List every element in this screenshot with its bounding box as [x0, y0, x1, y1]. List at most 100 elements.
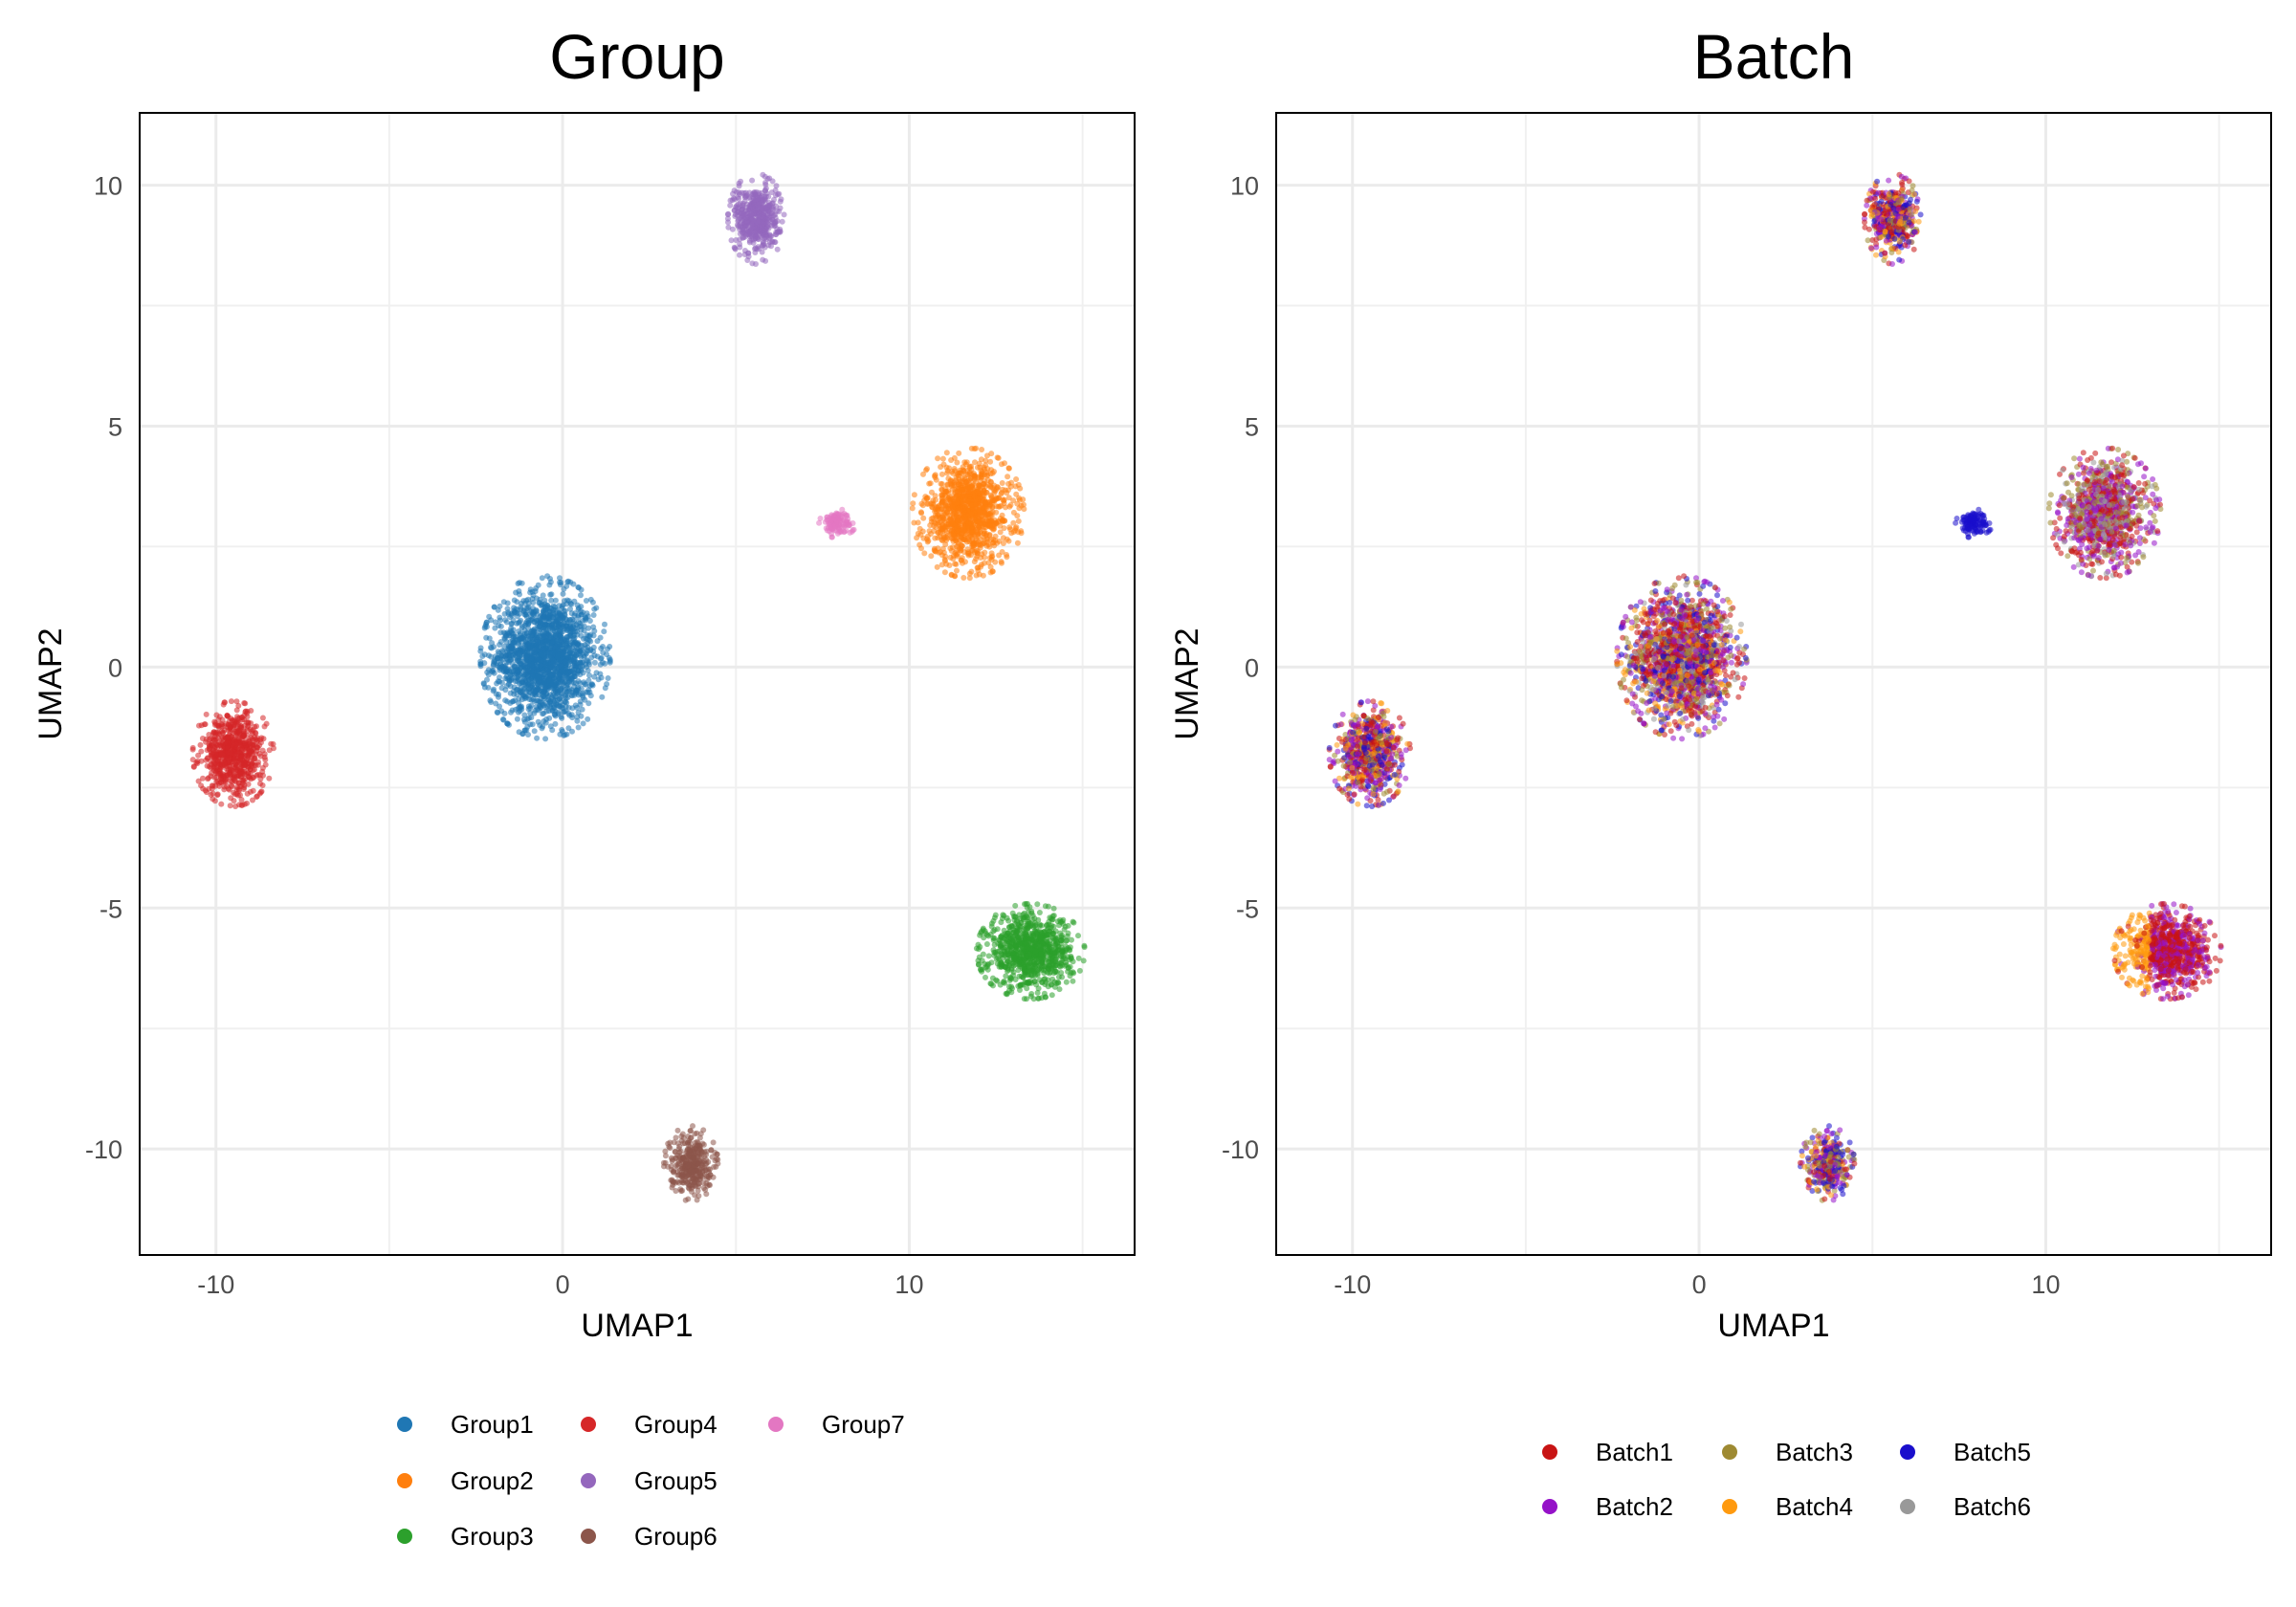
data-point	[1070, 978, 1076, 984]
data-point	[503, 619, 510, 626]
data-point	[591, 605, 598, 612]
data-point	[554, 691, 561, 696]
data-point	[497, 629, 504, 636]
data-point	[581, 635, 586, 642]
data-point	[1045, 977, 1051, 983]
data-point	[955, 479, 961, 485]
data-point	[547, 643, 554, 649]
data-point	[1001, 525, 1007, 532]
data-point	[587, 693, 594, 699]
data-point	[493, 691, 499, 697]
data-point	[1000, 518, 1006, 525]
data-point	[975, 958, 982, 964]
data-point	[524, 667, 531, 673]
data-point	[227, 725, 233, 732]
data-point	[992, 912, 999, 918]
data-point	[1076, 967, 1083, 974]
data-point	[541, 621, 548, 627]
data-point	[548, 700, 554, 707]
data-point	[1006, 524, 1013, 531]
data-point	[997, 961, 1004, 967]
data-point	[996, 936, 1003, 943]
data-point	[548, 597, 555, 604]
data-point	[540, 592, 546, 599]
data-point	[541, 710, 547, 716]
data-point	[485, 671, 492, 678]
data-point	[488, 653, 495, 660]
data-point	[543, 715, 550, 722]
data-point	[237, 742, 243, 749]
data-point	[496, 650, 502, 656]
data-point	[926, 528, 933, 535]
data-point	[727, 202, 734, 209]
data-point	[571, 612, 578, 619]
data-point	[938, 506, 945, 513]
data-point	[515, 655, 520, 662]
data-point	[585, 700, 592, 707]
data-point	[563, 708, 569, 715]
data-point	[935, 455, 941, 462]
data-point	[980, 572, 986, 579]
data-point	[965, 479, 972, 486]
data-point	[927, 522, 934, 529]
data-point	[998, 502, 1004, 509]
data-point	[597, 634, 604, 641]
data-point	[941, 569, 948, 576]
data-point	[741, 198, 748, 205]
data-point	[1050, 940, 1057, 947]
data-point	[499, 716, 506, 722]
data-point	[533, 703, 540, 710]
data-point	[527, 661, 534, 668]
data-point	[502, 697, 509, 704]
data-point	[484, 676, 490, 683]
data-point	[762, 182, 769, 187]
data-point	[518, 617, 524, 624]
data-point	[1033, 981, 1040, 988]
data-point	[571, 625, 578, 631]
data-point	[500, 649, 507, 655]
data-point	[227, 755, 233, 761]
data-point	[909, 505, 916, 512]
data-point	[934, 563, 940, 570]
data-point	[928, 500, 935, 507]
data-point	[559, 715, 565, 721]
data-point	[1037, 934, 1044, 940]
data-point	[574, 717, 581, 724]
data-point	[950, 521, 957, 528]
data-point	[752, 245, 759, 252]
data-point	[237, 723, 244, 730]
data-point	[567, 579, 574, 585]
data-point	[204, 762, 210, 769]
data-point	[949, 544, 956, 551]
data-point	[577, 701, 584, 708]
data-point	[229, 734, 235, 740]
data-point	[999, 480, 1005, 486]
data-point	[992, 533, 999, 539]
data-point	[228, 698, 234, 705]
data-point	[1025, 925, 1031, 932]
data-point	[515, 705, 521, 712]
data-point	[983, 452, 990, 459]
data-point	[239, 777, 246, 783]
data-point	[547, 634, 554, 641]
data-point	[516, 588, 522, 594]
data-point	[584, 657, 590, 664]
data-point	[605, 675, 611, 681]
data-point	[943, 464, 950, 471]
data-point	[511, 597, 518, 604]
data-point	[1063, 979, 1070, 985]
y-tick-label: -10	[85, 1135, 122, 1164]
data-point	[549, 727, 556, 734]
data-point	[574, 602, 581, 608]
data-point	[927, 480, 934, 487]
data-point	[571, 618, 577, 625]
data-point	[213, 729, 220, 736]
data-point	[1049, 913, 1056, 919]
data-point	[974, 547, 981, 554]
data-point	[1005, 983, 1012, 990]
data-point	[1005, 495, 1012, 501]
data-point	[1017, 981, 1024, 988]
data-point	[591, 652, 598, 659]
data-point	[982, 515, 989, 521]
data-point	[1013, 476, 1020, 482]
